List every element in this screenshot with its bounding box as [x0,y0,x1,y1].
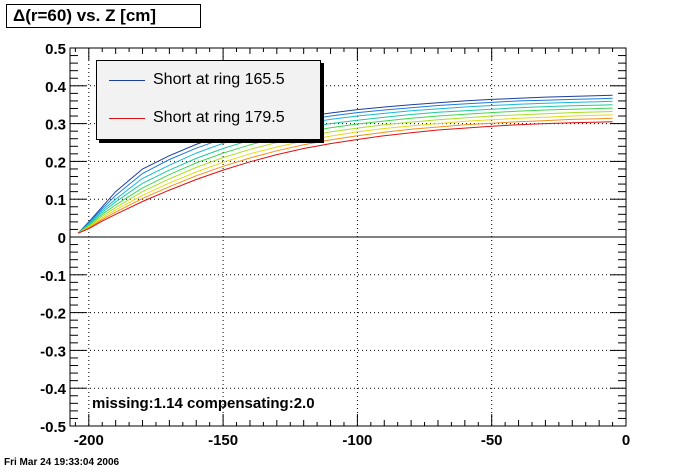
y-tick-label: 0.2 [45,154,66,171]
series-line-5 [77,107,613,234]
y-tick-label: 0.4 [45,79,67,96]
legend-label: Short at ring 165.5 [153,71,285,88]
y-tick-label: -0.4 [40,381,67,398]
series-lines [77,94,613,234]
y-tick-label: 0.1 [45,192,66,209]
x-tick-label: -200 [74,432,104,449]
x-tick-label: -150 [208,432,238,449]
legend-swatch [109,118,145,119]
legend-entry-1: Short at ring 165.5 [97,66,320,96]
annotation-text: missing:1.14 compensating:2.0 [92,395,315,412]
x-tick-label: -100 [342,432,372,449]
tick-labels: -200 -150 -100 -50 0 -0.5 -0.4 -0.3 -0.2 -0.1 0 0.1… [40,41,630,449]
series-line-6 [77,111,613,234]
series-line-8 [77,117,613,234]
series-line-4 [77,104,613,234]
y-tick-label: -0.2 [40,306,66,323]
x-tick-label: 0 [622,432,630,449]
y-tick-label: 0.3 [45,117,66,134]
legend-label: Short at ring 179.5 [153,109,285,126]
x-tick-label: -50 [481,432,503,449]
series-line-9 [77,121,613,234]
y-tick-label: -0.5 [40,419,66,436]
series-line-3 [77,100,613,234]
legend-swatch [109,80,145,81]
chart-title: Δ(r=60) vs. Z [cm] [6,4,201,28]
series-line-1 [77,94,613,234]
legend-entry-2: Short at ring 179.5 [97,104,320,134]
y-tick-label: 0.5 [45,41,66,58]
y-tick-label: -0.3 [40,343,66,360]
series-line-7 [77,114,613,234]
y-tick-label: 0 [58,230,66,247]
legend: Short at ring 165.5 Short at ring 179.5 [96,60,321,140]
series-line-2 [77,97,613,234]
ticks [70,47,627,427]
y-tick-label: -0.1 [40,268,66,285]
timestamp: Fri Mar 24 19:33:04 2006 [4,457,120,468]
